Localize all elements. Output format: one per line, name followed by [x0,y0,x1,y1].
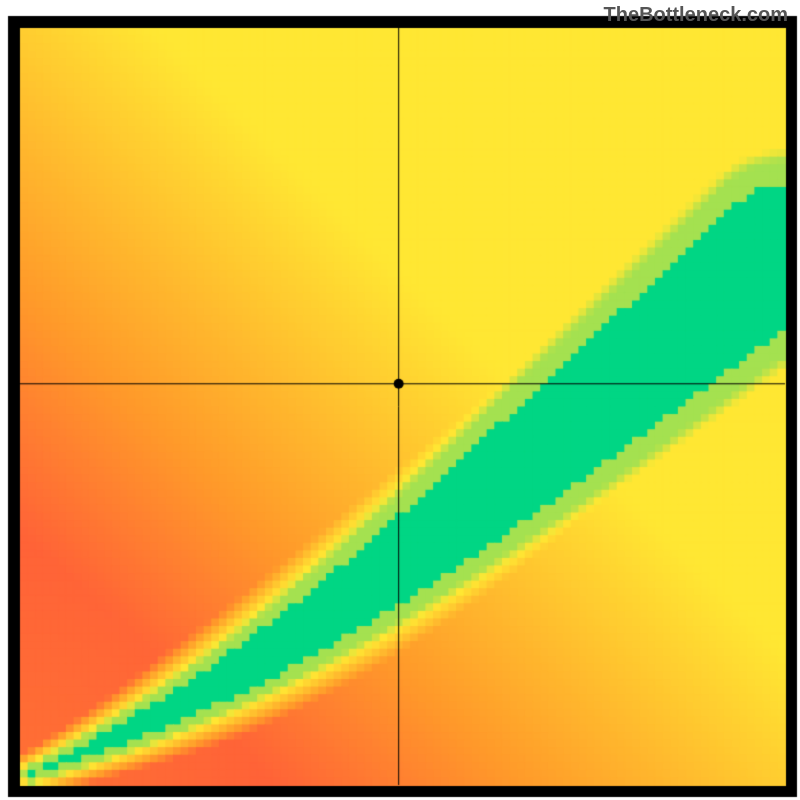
watermark-text: TheBottleneck.com [604,4,788,27]
bottleneck-heatmap [0,0,800,800]
